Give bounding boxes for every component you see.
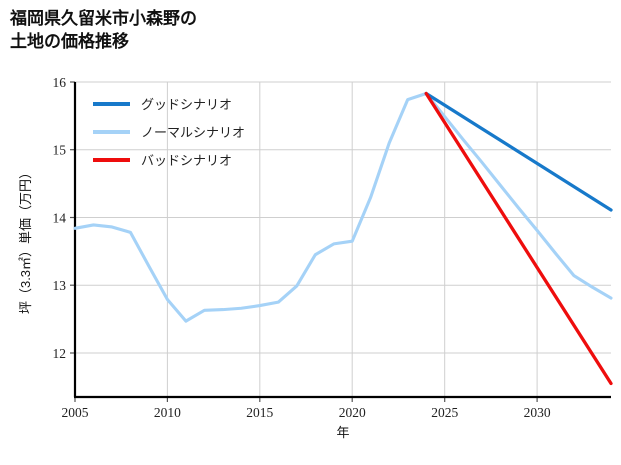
x-axis-ticks-group: 2005 2010 2015 2020 2025 2030	[62, 397, 551, 420]
y-axis-ticks-group: 12 13 14 15 16	[53, 75, 75, 361]
chart-title: 福岡県久留米市小森野の 土地の価格推移	[10, 9, 197, 51]
y-tick-label: 16	[53, 75, 67, 90]
x-tick-label: 2010	[154, 405, 181, 420]
data-series-group	[73, 91, 613, 386]
series-line	[424, 91, 613, 386]
x-tick-label: 2030	[524, 405, 551, 420]
x-tick-label: 2005	[62, 405, 89, 420]
y-tick-label: 14	[53, 211, 67, 226]
y-tick-label: 13	[53, 278, 67, 293]
y-tick-label: 15	[53, 143, 67, 158]
series-line	[424, 91, 613, 212]
x-tick-label: 2025	[431, 405, 458, 420]
x-tick-label: 2020	[339, 405, 366, 420]
y-axis-title: 坪（3.3㎡）単価（万円）	[18, 166, 33, 314]
legend-label: グッドシナリオ	[141, 97, 232, 112]
x-axis-title: 年	[336, 425, 349, 440]
x-tick-label: 2015	[246, 405, 273, 420]
legend-label: バッドシナリオ	[141, 153, 232, 168]
series-line	[73, 91, 613, 323]
legend-label: ノーマルシナリオ	[141, 125, 245, 140]
y-tick-label: 12	[53, 346, 67, 361]
gridlines-group	[74, 81, 611, 397]
